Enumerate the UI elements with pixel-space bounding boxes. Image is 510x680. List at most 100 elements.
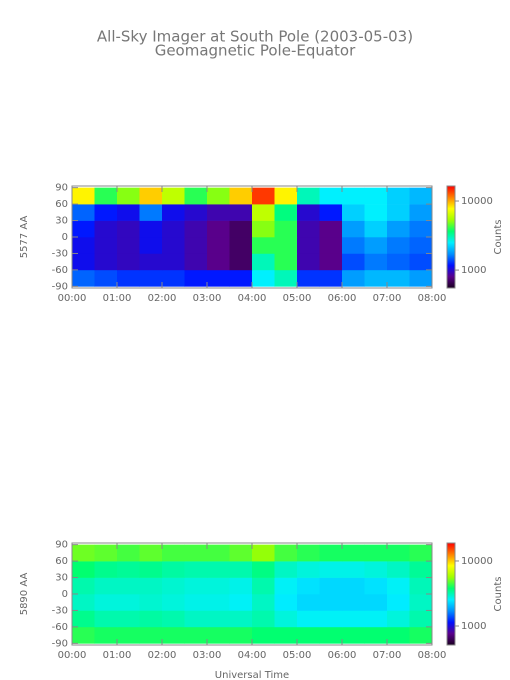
heatmap-cell (364, 594, 388, 611)
heatmap-cell (319, 253, 343, 271)
x-tick-label: 02:00 (148, 293, 177, 304)
heatmap-cell (409, 187, 433, 205)
heatmap-cell (297, 561, 320, 578)
colorbar-label: Counts (493, 220, 504, 255)
colorbar-tick-label: 1000 (461, 265, 486, 276)
heatmap-cell (364, 544, 388, 562)
heatmap-cell (184, 594, 208, 611)
heatmap-cell (162, 594, 185, 611)
heatmap-cell (387, 577, 410, 595)
heatmap-cell (94, 253, 118, 271)
heatmap-cell (274, 626, 298, 644)
heatmap-cell (72, 269, 95, 287)
x-tick-label: 07:00 (373, 293, 402, 304)
heatmap-cell (342, 626, 365, 644)
x-tick-label: 05:00 (283, 293, 312, 304)
y-tick-label: 90 (55, 540, 68, 551)
heatmap-cell (162, 204, 185, 221)
heatmap-cell (252, 626, 275, 644)
y-tick-label: -90 (52, 638, 68, 649)
x-axis-label: Universal Time (215, 670, 289, 680)
heatmap-cell (252, 253, 275, 271)
heatmap-cell (319, 220, 343, 238)
heatmap-cell (387, 220, 410, 238)
heatmap-cell (387, 610, 410, 628)
heatmap-cell (409, 626, 433, 644)
heatmap-cell (184, 577, 208, 595)
heatmap-cell (342, 561, 365, 578)
x-tick-label: 02:00 (148, 650, 177, 661)
y-tick-label: 60 (55, 199, 68, 210)
heatmap-cell (229, 610, 253, 628)
heatmap-cell (387, 626, 410, 644)
heatmap-cell (364, 610, 388, 628)
heatmap-cell (207, 610, 230, 628)
heatmap-cell (387, 253, 410, 271)
heatmap-cell (274, 187, 298, 205)
heatmap-cell (72, 220, 95, 238)
heatmap-cell (94, 237, 118, 254)
heatmap-cell (207, 269, 230, 287)
heatmap-cell (274, 577, 298, 595)
heatmap-cell (319, 561, 343, 578)
heatmap-cell (72, 610, 95, 628)
x-tick-label: 08:00 (418, 650, 447, 661)
x-tick-label: 04:00 (238, 293, 267, 304)
heatmap-cell (229, 220, 253, 238)
x-tick-label: 01:00 (103, 293, 132, 304)
heatmap-cell (94, 269, 118, 287)
heatmap-cell (409, 237, 433, 254)
y-tick-label: 0 (62, 232, 68, 243)
x-tick-label: 01:00 (103, 650, 132, 661)
heatmap-cell (409, 204, 433, 221)
heatmap-cell (274, 220, 298, 238)
heatmap-cell (252, 187, 275, 205)
heatmap-cell (252, 610, 275, 628)
heatmap-cell (94, 626, 118, 644)
heatmap-cell (252, 237, 275, 254)
heatmap-cell (364, 187, 388, 205)
y-tick-label: 30 (55, 216, 68, 227)
heatmap-cell (139, 253, 163, 271)
heatmap-cell (409, 577, 433, 595)
heatmap-cell (297, 594, 320, 611)
heatmap-cell (184, 626, 208, 644)
heatmap-cell (409, 561, 433, 578)
heatmap-cell (184, 561, 208, 578)
x-tick-label: 04:00 (238, 650, 267, 661)
heatmap-cell (387, 269, 410, 287)
heatmap-cell (117, 544, 140, 562)
heatmap-cell (409, 594, 433, 611)
heatmap-cell (229, 204, 253, 221)
heatmap-cell (139, 594, 163, 611)
heatmap-cell (207, 544, 230, 562)
heatmap-cell (139, 204, 163, 221)
heatmap-cell (117, 237, 140, 254)
heatmap-cell (207, 577, 230, 595)
heatmap-cell (342, 594, 365, 611)
y-tick-label: -90 (52, 281, 68, 292)
y-tick-label: -30 (52, 248, 68, 259)
heatmap-cell (409, 253, 433, 271)
heatmap-cell (342, 220, 365, 238)
heatmap-cell (229, 626, 253, 644)
heatmap-cell (409, 544, 433, 562)
heatmap-cell (409, 220, 433, 238)
heatmap-cell (297, 220, 320, 238)
heatmap-cell (229, 237, 253, 254)
heatmap-cell (274, 594, 298, 611)
colorbar (446, 542, 456, 646)
heatmap-cell (72, 561, 95, 578)
heatmap-cell (297, 204, 320, 221)
heatmap-cell (94, 594, 118, 611)
heatmap-cell (342, 204, 365, 221)
heatmap-cell (364, 626, 388, 644)
heatmap-cell (72, 204, 95, 221)
y-tick-label: 90 (55, 183, 68, 194)
heatmap-cell (184, 237, 208, 254)
heatmap-cell (72, 577, 95, 595)
heatmap-cell (364, 253, 388, 271)
heatmap-cell (94, 544, 118, 562)
heatmap-cell (207, 594, 230, 611)
heatmap-cell (319, 237, 343, 254)
